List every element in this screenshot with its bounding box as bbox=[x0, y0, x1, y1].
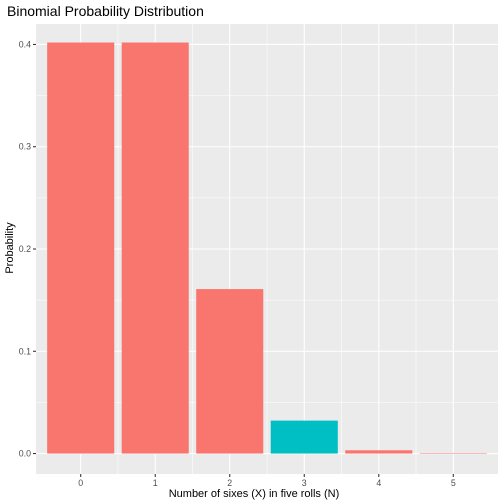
y-axis-title: Probability bbox=[4, 222, 16, 274]
bar bbox=[270, 420, 338, 454]
bars bbox=[47, 42, 487, 454]
y-tick-label: 0.1 bbox=[19, 346, 31, 356]
x-tick-label: 0 bbox=[78, 478, 83, 488]
y-tick-label: 0.2 bbox=[19, 244, 31, 254]
bar bbox=[196, 289, 264, 454]
x-tick-label: 2 bbox=[227, 478, 232, 488]
chart-title: Binomial Probability Distribution bbox=[7, 3, 204, 19]
x-tick-label: 4 bbox=[376, 478, 381, 488]
y-tick-label: 0.0 bbox=[19, 449, 31, 459]
y-axis: 0.0 0.1 0.2 0.3 0.4 bbox=[19, 39, 36, 459]
x-tick-label: 5 bbox=[451, 478, 456, 488]
x-axis-title: Number of sixes (X) in five rolls (N) bbox=[169, 488, 340, 500]
x-tick-label: 3 bbox=[302, 478, 307, 488]
bar bbox=[419, 453, 487, 454]
bar bbox=[47, 42, 115, 454]
y-tick-label: 0.4 bbox=[19, 39, 31, 49]
x-tick-label: 1 bbox=[153, 478, 158, 488]
bar bbox=[121, 42, 189, 454]
y-tick-label: 0.3 bbox=[19, 142, 31, 152]
x-axis: 0 1 2 3 4 5 bbox=[78, 474, 456, 488]
bar bbox=[345, 450, 413, 454]
